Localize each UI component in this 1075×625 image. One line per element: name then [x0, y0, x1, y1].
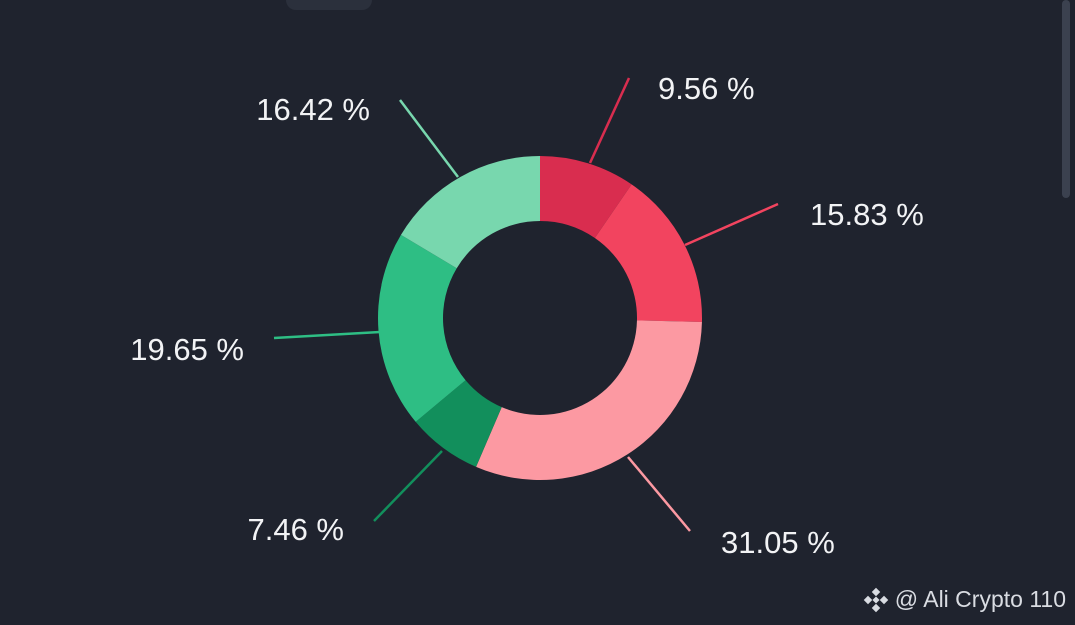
slice-label-1: 9.56 % [658, 71, 755, 106]
binance-logo-icon [863, 587, 889, 612]
donut-slice-2 [594, 184, 702, 323]
leader-line-6 [399, 99, 459, 178]
leader-line-3 [627, 456, 691, 532]
leader-line-4 [373, 450, 443, 522]
donut-slice-4 [415, 380, 502, 467]
slice-label-3: 31.05 % [721, 525, 835, 560]
top-tab-handle [286, 0, 372, 10]
slice-label-4: 7.46 % [247, 512, 344, 547]
donut-slice-3 [476, 320, 702, 481]
slice-label-5: 19.65 % [130, 332, 244, 367]
watermark: @ Ali Crypto 110 [863, 586, 1066, 613]
donut-slice-1 [540, 156, 632, 238]
leader-line-1 [588, 77, 631, 164]
scrollbar-thumb[interactable] [1062, 0, 1070, 198]
leader-line-2 [684, 202, 779, 247]
slice-label-2: 15.83 % [810, 197, 924, 232]
watermark-text: @ Ali Crypto 110 [894, 586, 1066, 612]
slice-label-6: 16.42 % [256, 92, 370, 127]
donut-slice-5 [377, 234, 466, 422]
leader-line-5 [273, 330, 381, 340]
donut-slice-6 [400, 156, 540, 269]
